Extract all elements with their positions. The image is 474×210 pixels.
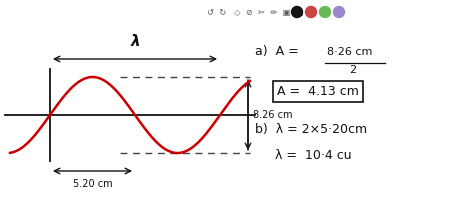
- Circle shape: [319, 7, 330, 17]
- Text: a)  A =: a) A =: [255, 45, 303, 58]
- Text: 5.20 cm: 5.20 cm: [73, 179, 112, 189]
- Circle shape: [334, 7, 345, 17]
- Circle shape: [306, 7, 317, 17]
- Text: λ =  10·4 cu: λ = 10·4 cu: [275, 149, 352, 162]
- Text: 8.26 cm: 8.26 cm: [253, 110, 292, 120]
- Circle shape: [292, 7, 302, 17]
- Text: A =  4.13 cm: A = 4.13 cm: [277, 85, 359, 98]
- Text: b)  λ = 2×5·20cm: b) λ = 2×5·20cm: [255, 123, 367, 136]
- Text: ↺  ↻   ◇  ⊘  ✂  ✏  ▣  ▤: ↺ ↻ ◇ ⊘ ✂ ✏ ▣ ▤: [207, 8, 304, 17]
- Text: λ: λ: [130, 34, 140, 49]
- Text: 8·26 cm: 8·26 cm: [327, 47, 373, 57]
- Text: 2: 2: [349, 65, 356, 75]
